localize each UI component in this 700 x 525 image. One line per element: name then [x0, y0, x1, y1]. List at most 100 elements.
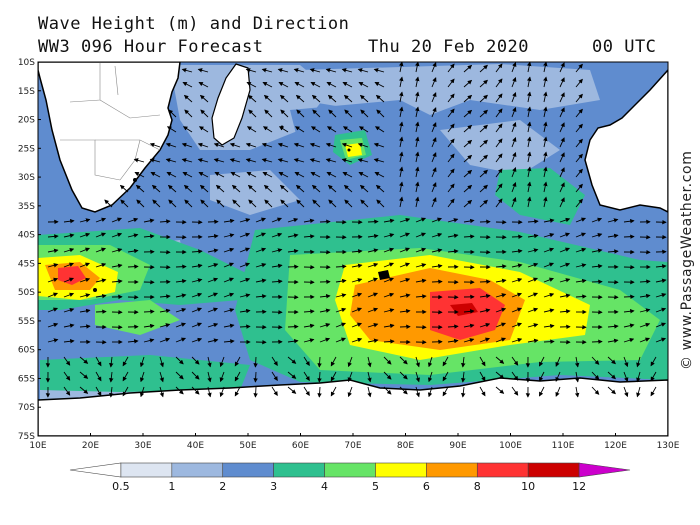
wave-arrow [122, 356, 129, 367]
wave-arrow [271, 279, 283, 284]
wave-arrow [294, 82, 305, 88]
wave-arrow [143, 309, 155, 314]
wave-arrow [219, 356, 225, 368]
wave-arrow [511, 62, 517, 73]
wave-arrow [197, 68, 209, 73]
wave-arrow [555, 371, 561, 382]
legend-swatch [69, 462, 122, 478]
map-title: Wave Height (m) and Direction [38, 14, 350, 34]
wave-arrow [447, 249, 459, 254]
longitude-label: 10E [29, 441, 46, 451]
wave-arrow [134, 172, 145, 178]
longitude-label: 120E [604, 441, 627, 451]
wave-arrow [495, 138, 503, 148]
wave-arrow [47, 248, 59, 254]
wave-arrow [79, 262, 90, 268]
wave-arrow [461, 386, 466, 398]
wave-arrow [207, 356, 212, 368]
wave-arrow [255, 278, 267, 283]
latitude-label: 40S [18, 231, 35, 241]
wave-arrow [159, 308, 171, 314]
wave-arrow [607, 218, 619, 223]
wave-arrow [184, 109, 193, 118]
legend-swatch [222, 462, 274, 478]
wave-arrow [175, 322, 186, 328]
wave-arrow [165, 158, 177, 163]
wave-arrow [191, 322, 202, 328]
wave-arrow [239, 277, 251, 283]
wave-arrow [463, 109, 473, 118]
wave-arrow [136, 199, 145, 208]
wave-arrow [317, 386, 322, 398]
longitude-labels: 10E 20E 30E 40E 50E 60E 70E 80E 90E 100E 110E 120E 1… [29, 433, 680, 451]
wave-arrow [79, 324, 91, 329]
wave-arrow [383, 386, 392, 395]
wave-arrow [175, 307, 187, 313]
wave-arrow [223, 277, 234, 283]
wave-arrow [591, 217, 603, 223]
wave-arrow [309, 142, 321, 148]
wave-arrow [399, 293, 411, 298]
island-dot [93, 288, 97, 292]
watermark-text: © www.PassageWeather.com [679, 150, 695, 370]
wave-arrow [383, 323, 395, 329]
wave-arrow [234, 386, 241, 397]
latitude-label: 30S [18, 173, 35, 183]
wave-arrow [207, 371, 212, 383]
wave-arrow [95, 217, 107, 223]
wave-arrow [511, 356, 519, 366]
wave-arrow [495, 386, 505, 394]
wave-arrow [79, 308, 91, 314]
wave-arrow [63, 356, 71, 366]
wave-arrow [351, 292, 363, 298]
wave-arrow [447, 198, 455, 208]
wave-arrow [526, 181, 532, 193]
wave-arrow [191, 356, 200, 365]
wave-arrow [399, 356, 408, 365]
wave-arrow [463, 338, 475, 343]
wave-arrow [431, 232, 443, 238]
wave-arrow [461, 371, 466, 383]
wave-arrow [607, 233, 619, 239]
wave-arrow [367, 371, 372, 383]
wave-arrow [511, 107, 517, 118]
wave-arrow [431, 77, 437, 88]
wave-arrow [271, 371, 278, 382]
wave-arrow [526, 151, 532, 163]
wave-arrow [152, 199, 161, 208]
wave-arrow [495, 264, 507, 269]
wave-arrow [415, 386, 420, 398]
wave-arrow [63, 262, 74, 268]
wave-arrow [527, 292, 538, 298]
wave-arrow [63, 218, 75, 224]
wave-arrow [415, 151, 420, 163]
wave-arrow [303, 309, 315, 314]
wave-arrow [559, 217, 571, 223]
latitude-label: 70S [18, 403, 35, 413]
longitude-label: 70E [344, 441, 361, 451]
wave-arrow [343, 94, 353, 103]
wave-arrow [271, 386, 278, 397]
wave-arrow [199, 184, 209, 193]
wave-arrow [543, 151, 548, 163]
wave-arrow [181, 158, 193, 163]
wave-arrow [310, 172, 321, 178]
legend-label: 0.5 [112, 480, 130, 493]
wave-arrow [479, 124, 488, 133]
wave-arrow [575, 183, 583, 193]
wave-arrow [607, 249, 619, 254]
wave-arrow [95, 371, 102, 382]
wave-arrow [183, 184, 193, 193]
wave-arrow [543, 247, 555, 253]
wave-arrow [511, 182, 517, 193]
longitude-label: 80E [397, 441, 414, 451]
wave-arrow [543, 62, 548, 73]
wave-arrow [383, 277, 394, 283]
wave-arrow [447, 138, 455, 148]
wave-arrow [358, 126, 369, 133]
wave-arrow [296, 199, 305, 208]
wave-arrow [303, 356, 310, 367]
wave-arrow [431, 279, 443, 284]
wave-arrow [248, 199, 257, 208]
